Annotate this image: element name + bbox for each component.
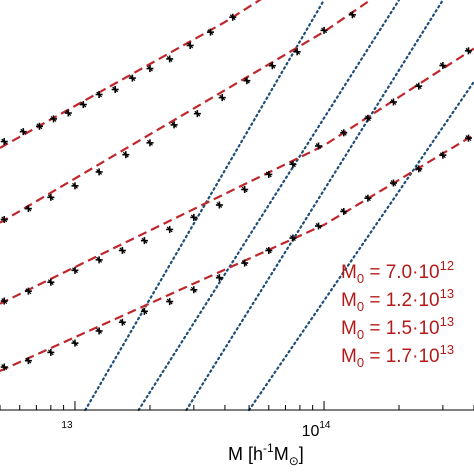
data-point: [193, 110, 201, 118]
x-tick-label: 13: [61, 420, 73, 431]
data-point: [320, 26, 328, 34]
data-point: [71, 339, 79, 347]
data-point: [340, 207, 348, 215]
data-point: [128, 74, 136, 82]
data-point: [0, 215, 8, 223]
data-point: [439, 151, 447, 159]
data-point: [95, 168, 103, 176]
data-point: [241, 259, 249, 267]
data-point: [241, 186, 249, 194]
data-point: [140, 307, 148, 315]
data-point: [47, 193, 55, 201]
asymptote-line-2: [137, 0, 401, 412]
data-point: [24, 205, 32, 213]
data-point: [348, 11, 356, 19]
data-point: [289, 160, 297, 168]
data-point: [24, 357, 32, 365]
data-point: [0, 138, 8, 146]
data-point: [415, 165, 423, 173]
data-point: [47, 278, 55, 286]
data-point: [111, 85, 119, 93]
data-point: [186, 41, 194, 49]
data-point: [215, 274, 223, 282]
data-point: [265, 246, 273, 254]
data-point: [166, 225, 174, 233]
x-tick-label: 1014: [302, 420, 331, 440]
data-point: [95, 90, 103, 98]
fit-line-4: [0, 133, 474, 373]
data-point: [79, 101, 87, 109]
data-point: [146, 65, 154, 73]
fit-line-3: [0, 47, 474, 305]
data-point: [118, 318, 126, 326]
data-point: [0, 363, 8, 371]
legend-entry-1: M0 = 7.0·1012: [341, 258, 454, 286]
data-point: [170, 121, 178, 129]
x-ticks: 13 1014: [0, 401, 474, 440]
asymptote-lines: [84, 0, 474, 412]
data-point: [122, 151, 130, 159]
data-point: [206, 28, 214, 36]
data-point: [293, 48, 301, 56]
data-point: [464, 134, 472, 142]
asymptote-line-3: [185, 0, 444, 412]
data-point: [166, 55, 174, 63]
data-point: [0, 297, 8, 305]
data-point: [35, 122, 43, 130]
fit-line-1: [0, 0, 262, 149]
legend-entry-3: M0 = 1.5·1013: [341, 314, 454, 342]
x-axis-title: M [h-1M⊙]: [228, 441, 304, 468]
data-point: [140, 237, 148, 245]
data-point: [64, 109, 72, 117]
data-points: [0, 11, 472, 371]
data-point: [268, 62, 276, 70]
legend-entry-4: M0 = 1.7·1013: [341, 342, 454, 370]
data-point: [166, 298, 174, 306]
legend-entry-2: M0 = 1.2·1013: [341, 286, 454, 314]
data-point: [215, 201, 223, 209]
data-point: [24, 287, 32, 295]
data-point: [146, 139, 154, 147]
data-point: [71, 266, 79, 274]
data-point: [464, 47, 472, 55]
data-point: [389, 179, 397, 187]
data-point: [340, 129, 348, 137]
data-point: [118, 246, 126, 254]
data-point: [71, 182, 79, 190]
data-point: [95, 256, 103, 264]
data-point: [415, 82, 423, 90]
fit-lines: [0, 0, 474, 373]
data-point: [190, 213, 198, 221]
data-point: [218, 94, 226, 102]
data-point: [265, 170, 273, 178]
asymptote-line-4: [248, 80, 474, 412]
data-point: [289, 234, 297, 242]
data-point: [19, 128, 27, 136]
data-point: [389, 98, 397, 106]
data-point: [190, 286, 198, 294]
data-point: [439, 62, 447, 70]
data-point: [364, 194, 372, 202]
data-point: [314, 142, 322, 150]
data-point: [47, 348, 55, 356]
data-point: [314, 222, 322, 230]
data-point: [95, 327, 103, 335]
data-point: [229, 13, 237, 21]
data-point: [50, 115, 58, 123]
asymptote-line-1: [84, 0, 326, 412]
data-point: [364, 114, 372, 122]
data-point: [243, 77, 251, 85]
